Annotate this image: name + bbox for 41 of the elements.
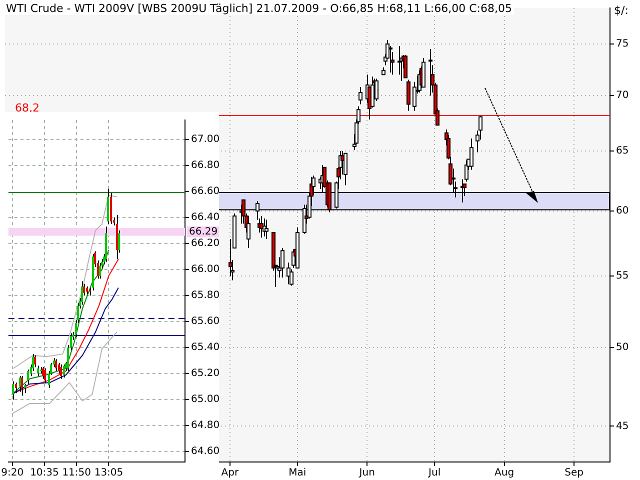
x-tick-label: 10:35	[30, 468, 59, 479]
y-tick-label: 60	[616, 206, 629, 217]
y-tick-label: 64.60	[191, 446, 220, 458]
y-tick-label: 45	[616, 420, 629, 432]
y-tick-label: 65.80	[191, 290, 220, 302]
x-tick-label: Aug	[494, 468, 514, 479]
candlestick	[63, 364, 65, 378]
y-tick-label: 55	[616, 270, 629, 282]
x-tick-label: Sep	[564, 468, 584, 479]
y-tick-label: 66.20	[191, 238, 220, 250]
y-tick-label: 66.80	[191, 160, 220, 172]
candlestick	[27, 369, 29, 384]
band-label: 66.29	[189, 226, 218, 238]
y-tick-label: 75	[616, 38, 629, 50]
candlestick	[12, 380, 14, 400]
y-tick-label: 65.20	[191, 368, 220, 380]
y-tick-label: 65.00	[191, 394, 220, 406]
x-tick-label: 11:50	[62, 468, 92, 479]
x-tick-label: Mai	[288, 468, 306, 479]
candlestick	[24, 383, 26, 394]
y-tick-label: 65	[616, 146, 629, 157]
y-tick-label: 66.00	[191, 264, 220, 276]
y-axis-title: $/:	[614, 4, 628, 17]
x-tick-label: 9:20	[1, 468, 24, 479]
y-tick-label: 50	[616, 342, 629, 354]
y-tick-label: 67.00	[191, 134, 220, 146]
x-tick-label: 13:05	[94, 468, 124, 479]
candlestick	[37, 365, 39, 377]
y-tick-label: 65.40	[191, 342, 220, 354]
y-tick-label: 66.40	[191, 212, 220, 224]
y-tick-label: 65.60	[191, 316, 220, 328]
chart-title: WTI Crude - WTI 2009V [WBS 2009U Täglich] 21.07.2009 - O:66,85 H:68,11 L:66,00 C:68,05	[4, 2, 514, 15]
ref-line-label: 68,2	[15, 102, 40, 115]
candlestick	[19, 376, 21, 392]
y-tick-label: 66.60	[191, 186, 220, 198]
x-tick-label: Apr	[221, 468, 240, 479]
candlestick	[15, 382, 17, 394]
y-tick-label: 64.80	[191, 420, 220, 432]
y-tick-label: 70	[616, 90, 629, 102]
x-tick-label: Jun	[358, 468, 375, 479]
x-tick-label: Jul	[428, 468, 441, 479]
